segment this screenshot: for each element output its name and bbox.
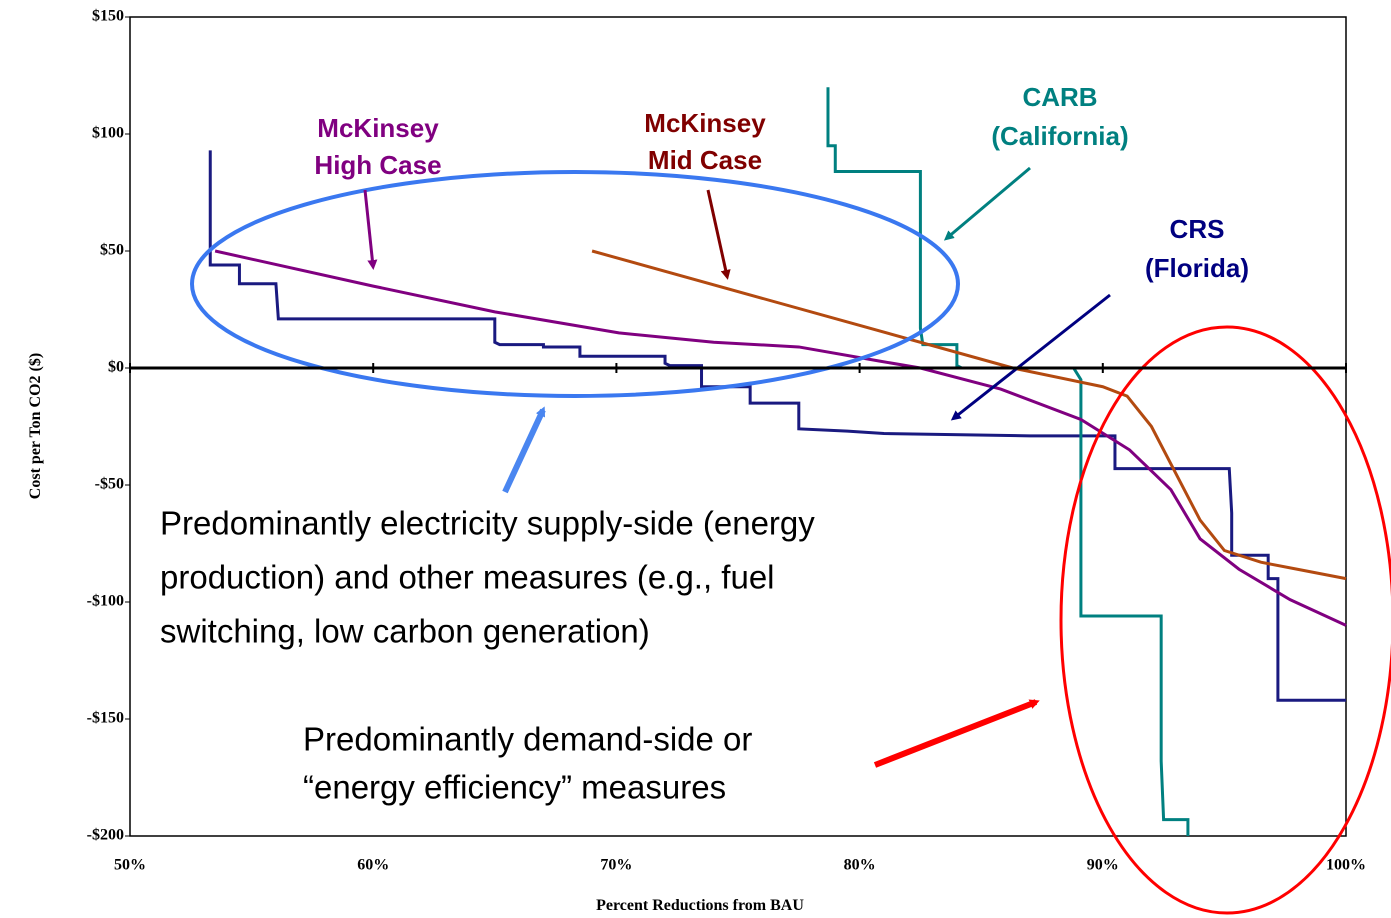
annotation: CARB [1022, 82, 1097, 112]
x-tick-label: 50% [114, 857, 146, 874]
arrow [943, 166, 1031, 241]
y-tick-label: $100 [92, 125, 124, 142]
annotation: switching, low carbon generation) [160, 613, 650, 650]
x-tick-label: 90% [1087, 857, 1119, 874]
annotation: (California) [991, 121, 1128, 151]
annotation: (Florida) [1145, 253, 1249, 283]
annotation: “energy efficiency” measures [303, 769, 726, 806]
y-tick-label: $150 [92, 8, 124, 25]
y-tick-label: $50 [100, 242, 124, 259]
annotation: McKinsey [644, 108, 766, 138]
y-axis-label: Cost per Ton CO2 ($) [27, 353, 44, 499]
series-line [591, 249, 1347, 581]
x-tick-label: 70% [600, 857, 632, 874]
x-tick-label: 80% [844, 857, 876, 874]
y-tick-label: -$200 [87, 827, 124, 844]
y-tick-label: -$150 [87, 710, 124, 727]
series-line [208, 150, 1346, 702]
x-tick-label: 60% [357, 857, 389, 874]
arrow [502, 406, 546, 494]
x-axis-label: Percent Reductions from BAU [596, 897, 804, 914]
arrow [873, 699, 1040, 768]
annotation: High Case [314, 150, 441, 180]
annotation: production) and other measures (e.g., fu… [160, 559, 775, 596]
plot-frame [129, 16, 1347, 837]
annotation: Predominantly electricity supply-side (e… [160, 505, 815, 542]
demand-ellipse [1059, 325, 1391, 915]
series-layer [208, 87, 1347, 836]
y-tick-label: -$50 [95, 476, 124, 493]
annotation: Mid Case [648, 145, 762, 175]
arrow [706, 189, 731, 280]
annotation: CRS [1170, 214, 1225, 244]
annotation: Predominantly demand-side or [303, 721, 752, 758]
annotation: McKinsey [317, 113, 439, 143]
y-tick-label: $0 [108, 359, 124, 376]
arrow [363, 189, 378, 270]
x-tick-label: 100% [1326, 857, 1366, 874]
y-tick-label: -$100 [87, 593, 124, 610]
supply-ellipse [190, 170, 960, 398]
series-line [826, 87, 1190, 836]
arrow [950, 293, 1111, 421]
series-line [214, 249, 1347, 627]
